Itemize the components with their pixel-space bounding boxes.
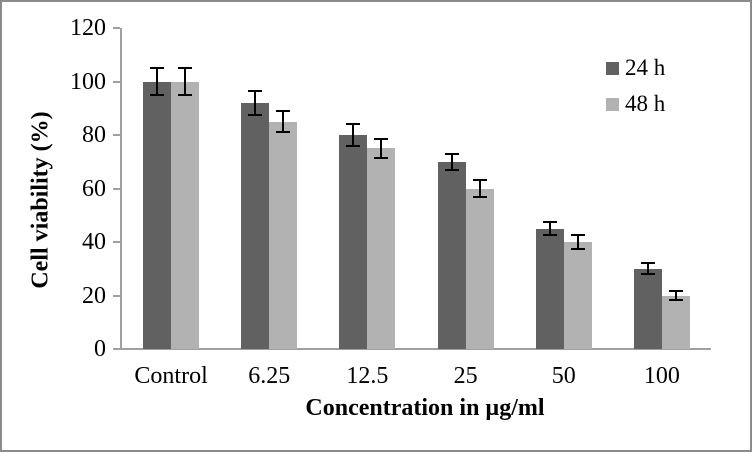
y-tick-label: 100	[70, 68, 106, 95]
bar-48h-25	[465, 188, 494, 349]
x-category-label: 50	[551, 363, 576, 389]
error-bar-line	[282, 110, 285, 133]
error-bar-line	[674, 291, 677, 300]
error-bar-line	[548, 221, 551, 236]
error-bar-cap-top	[346, 123, 361, 126]
legend-swatch-48h-icon	[606, 97, 619, 111]
error-bar-cap-top	[668, 290, 683, 293]
y-tick-mark	[113, 27, 120, 29]
error-bar-line	[156, 68, 159, 95]
error-bar-line	[380, 139, 383, 158]
bar-48h-100	[661, 295, 690, 349]
y-tick-label: 80	[82, 122, 106, 148]
bar-24h-12.5	[339, 135, 368, 349]
y-tick-label: 0	[94, 336, 106, 362]
y-tick-mark	[113, 134, 120, 136]
bar-24h-50	[535, 228, 564, 349]
error-bar-cap-top	[472, 179, 487, 182]
x-category-label: 12.5	[346, 363, 389, 389]
error-bar-line	[478, 180, 481, 197]
error-bar-cap-bottom	[444, 168, 459, 171]
legend-label-24h: 24 h	[625, 55, 666, 80]
y-tick-mark	[113, 294, 120, 297]
error-bar-cap-top	[374, 138, 389, 140]
error-bar-cap-bottom	[374, 156, 389, 159]
y-tick-label: 120	[70, 15, 106, 41]
error-bar-cap-top	[570, 234, 585, 237]
error-bar-line	[184, 68, 187, 95]
bar-24h-Control	[143, 81, 172, 349]
error-bar-line	[576, 235, 579, 249]
bar-24h-100	[633, 268, 662, 349]
x-category-label: 6.25	[248, 363, 291, 389]
y-tick-label: 40	[82, 229, 106, 255]
legend: 24 h 48 h	[606, 56, 665, 128]
bar-48h-12.5	[367, 148, 396, 349]
error-bar-cap-top	[150, 67, 165, 70]
y-tick-label: 20	[82, 282, 106, 309]
error-bar-cap-bottom	[542, 234, 557, 237]
error-bar-cap-top	[542, 220, 557, 223]
bar-24h-25	[437, 161, 466, 349]
y-tick-mark	[113, 241, 120, 243]
error-bar-line	[352, 124, 355, 146]
y-tick-label: 60	[82, 175, 106, 202]
error-bar-line	[450, 153, 453, 170]
error-bar-cap-bottom	[570, 247, 585, 250]
y-tick-mark	[113, 187, 120, 190]
legend-swatch-24h-icon	[606, 61, 619, 75]
x-category-label: 25	[453, 363, 478, 389]
error-bar-cap-bottom	[150, 93, 165, 96]
bar-48h-Control	[171, 81, 200, 349]
error-bar-cap-top	[248, 89, 263, 92]
x-axis-title: Concentration in µg/ml	[305, 395, 545, 421]
error-bar-line	[254, 90, 257, 115]
legend-item-24h: 24 h	[606, 56, 665, 80]
error-bar-cap-bottom	[472, 195, 487, 198]
error-bar-cap-bottom	[668, 298, 683, 301]
error-bar-cap-top	[444, 152, 459, 155]
legend-label-48h: 48 h	[625, 91, 666, 116]
error-bar-cap-top	[640, 262, 655, 265]
legend-item-48h: 48 h	[606, 92, 665, 116]
error-bar-cap-bottom	[248, 113, 263, 116]
x-category-label: 100	[643, 363, 680, 389]
bar-24h-6.25	[241, 102, 270, 349]
error-bar-cap-bottom	[346, 144, 361, 147]
error-bar-cap-bottom	[640, 273, 655, 276]
error-bar-line	[646, 263, 649, 275]
y-axis-line	[120, 28, 122, 349]
x-axis-line	[120, 348, 711, 350]
x-category-label: Control	[134, 363, 208, 389]
bar-48h-6.25	[269, 121, 298, 349]
bar-48h-50	[563, 242, 592, 349]
error-bar-cap-bottom	[178, 93, 193, 96]
error-bar-cap-top	[276, 109, 291, 112]
y-tick-mark	[113, 80, 120, 83]
error-bar-cap-bottom	[276, 131, 291, 134]
y-tick-mark	[113, 348, 120, 350]
error-bar-cap-top	[178, 67, 193, 70]
